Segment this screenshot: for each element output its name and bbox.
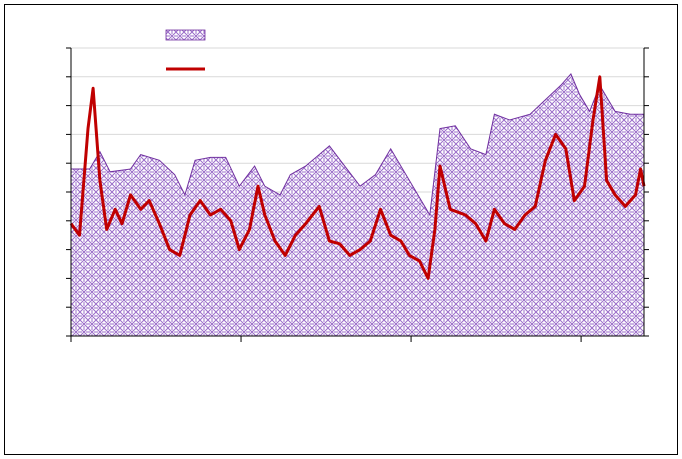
legend-swatch-area bbox=[165, 29, 206, 41]
line bbox=[69, 75, 646, 280]
plot-area bbox=[66, 47, 649, 342]
area-edge bbox=[71, 72, 644, 217]
area-fill bbox=[71, 73, 644, 337]
